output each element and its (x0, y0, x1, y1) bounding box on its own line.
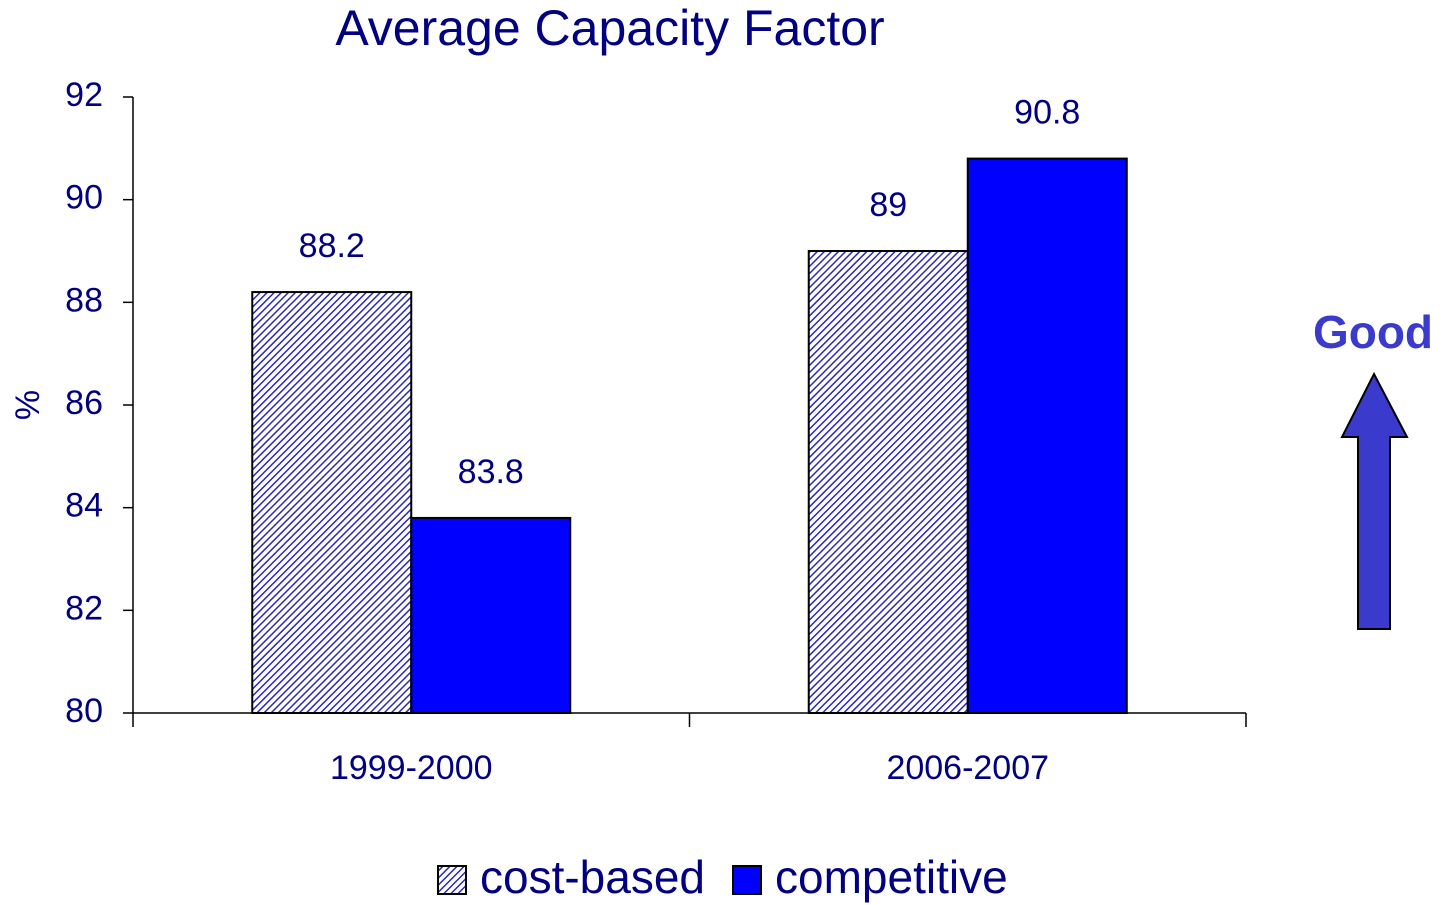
bar (410, 516, 572, 715)
legend-swatch (437, 865, 467, 895)
bar (251, 291, 413, 714)
data-label: 88.2 (299, 227, 365, 265)
y-axis-label: % (9, 390, 47, 420)
chart-title: Average Capacity Factor (335, 0, 884, 56)
bar (807, 250, 969, 714)
legend-label: cost-based (480, 851, 705, 903)
y-tick-label: 80 (65, 692, 103, 730)
y-tick-label: 88 (65, 281, 103, 319)
y-tick-label: 86 (65, 384, 103, 422)
data-label: 83.8 (458, 453, 524, 491)
y-tick-label: 84 (65, 487, 103, 525)
x-tick-label: 2006-2007 (886, 749, 1049, 787)
legend-swatch (732, 865, 763, 895)
y-tick-label: 82 (65, 589, 103, 627)
data-label: 90.8 (1014, 94, 1080, 132)
x-tick-label: 1999-2000 (330, 749, 493, 787)
y-tick-label: 92 (65, 76, 103, 114)
legend-label: competitive (775, 851, 1008, 903)
y-tick-label: 90 (65, 179, 103, 217)
annotation: Good (1313, 306, 1433, 358)
data-label: 89 (869, 186, 907, 224)
bar (966, 157, 1128, 715)
arrow (1340, 371, 1409, 630)
